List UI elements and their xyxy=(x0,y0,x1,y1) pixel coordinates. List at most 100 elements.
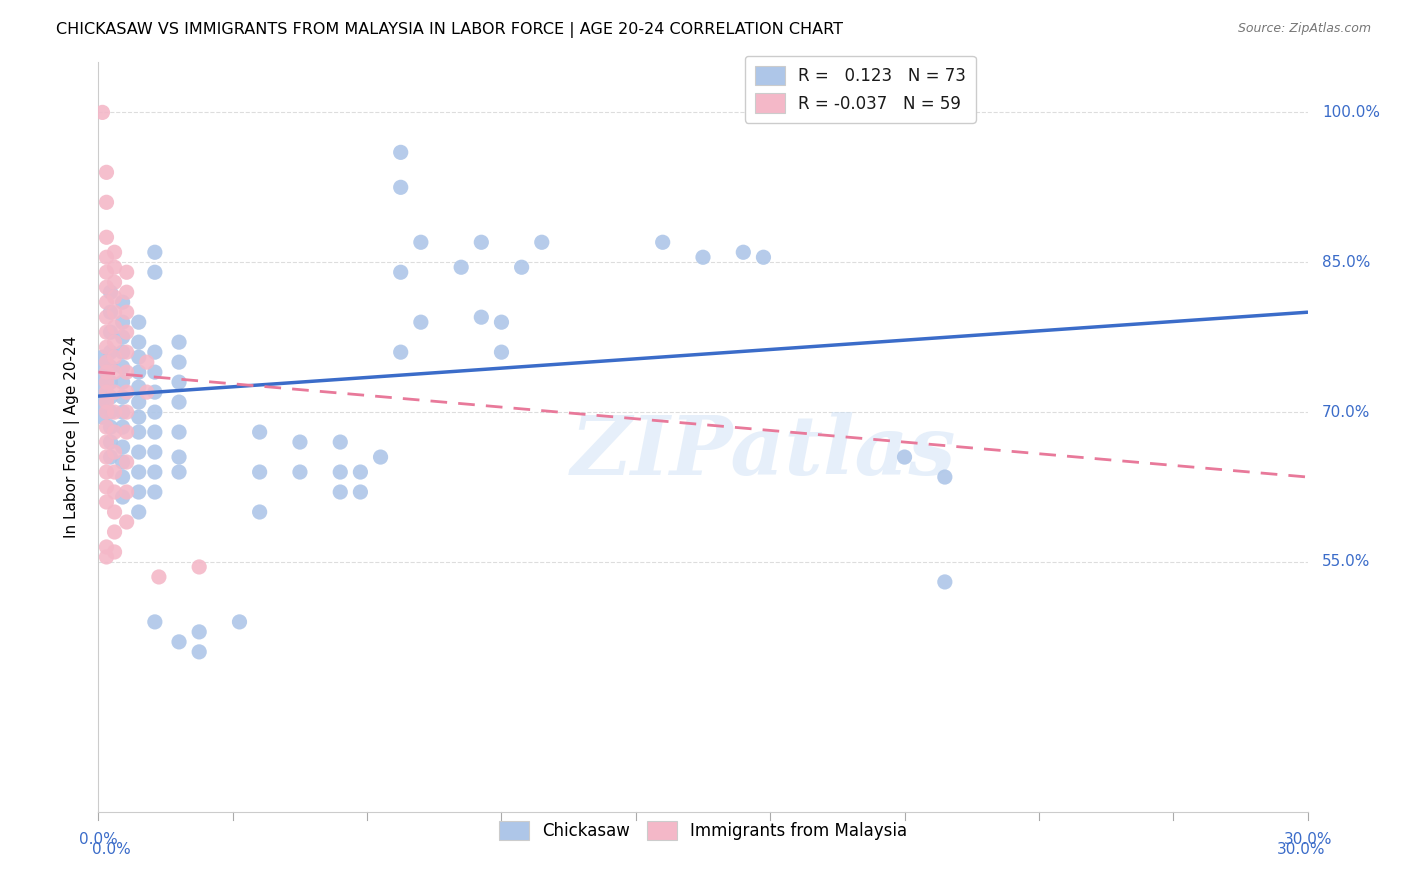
Point xyxy=(167,355,190,369)
Point xyxy=(115,325,138,339)
Legend: Chickasaw, Immigrants from Malaysia: Chickasaw, Immigrants from Malaysia xyxy=(491,813,915,848)
Point xyxy=(893,450,915,464)
Point xyxy=(115,405,138,419)
Point xyxy=(128,410,150,425)
Point xyxy=(111,360,134,375)
Point xyxy=(143,445,166,459)
Point xyxy=(167,395,190,409)
Point xyxy=(389,145,412,160)
Point xyxy=(143,365,166,379)
Point xyxy=(103,385,125,400)
Point xyxy=(329,485,352,500)
Point xyxy=(128,505,150,519)
Point xyxy=(249,505,271,519)
Text: 0.0%: 0.0% xyxy=(79,831,118,847)
Point xyxy=(103,320,125,334)
Point xyxy=(288,465,311,479)
Point xyxy=(128,425,150,439)
Point xyxy=(96,195,118,210)
Point xyxy=(143,485,166,500)
Point xyxy=(96,450,118,464)
Point xyxy=(128,315,150,329)
Text: 100.0%: 100.0% xyxy=(1322,105,1381,120)
Point xyxy=(103,465,125,479)
Text: 30.0%: 30.0% xyxy=(1277,842,1326,856)
Point xyxy=(470,310,492,325)
Point xyxy=(96,420,118,434)
Point xyxy=(389,345,412,359)
Point xyxy=(115,485,138,500)
Point xyxy=(96,549,118,564)
Point xyxy=(103,335,125,350)
Point xyxy=(111,375,134,389)
Text: Source: ZipAtlas.com: Source: ZipAtlas.com xyxy=(1237,22,1371,36)
Point xyxy=(96,265,118,279)
Point xyxy=(510,260,533,275)
Point xyxy=(128,445,150,459)
Point xyxy=(100,305,122,319)
Point xyxy=(128,365,150,379)
Point xyxy=(100,285,122,300)
Point xyxy=(491,345,513,359)
Point xyxy=(188,645,211,659)
Y-axis label: In Labor Force | Age 20-24: In Labor Force | Age 20-24 xyxy=(63,336,80,538)
Point xyxy=(934,574,956,589)
Point xyxy=(111,420,134,434)
Point xyxy=(135,355,157,369)
Point xyxy=(100,360,122,375)
Point xyxy=(329,435,352,450)
Point xyxy=(103,405,125,419)
Point xyxy=(96,385,118,400)
Point xyxy=(143,245,166,260)
Point xyxy=(91,105,114,120)
Point xyxy=(103,445,125,459)
Point xyxy=(135,385,157,400)
Point xyxy=(752,250,775,264)
Point xyxy=(128,380,150,394)
Point xyxy=(111,405,134,419)
Point xyxy=(143,425,166,439)
Point xyxy=(128,485,150,500)
Point xyxy=(692,250,714,264)
Point xyxy=(115,515,138,529)
Point xyxy=(228,615,250,629)
Point xyxy=(96,465,118,479)
Point xyxy=(103,505,125,519)
Point xyxy=(288,435,311,450)
Point xyxy=(100,325,122,339)
Point xyxy=(167,375,190,389)
Point xyxy=(91,370,114,384)
Point xyxy=(167,465,190,479)
Point xyxy=(103,290,125,304)
Point xyxy=(103,350,125,364)
Point xyxy=(530,235,553,250)
Point xyxy=(143,465,166,479)
Point xyxy=(128,465,150,479)
Point xyxy=(96,340,118,354)
Point xyxy=(111,345,134,359)
Point xyxy=(651,235,673,250)
Point xyxy=(115,455,138,469)
Point xyxy=(115,345,138,359)
Point xyxy=(96,230,118,244)
Point xyxy=(167,335,190,350)
Point xyxy=(111,295,134,310)
Point xyxy=(96,165,118,179)
Point xyxy=(115,425,138,439)
Point xyxy=(148,570,170,584)
Point xyxy=(733,245,755,260)
Point xyxy=(111,440,134,454)
Point xyxy=(249,465,271,479)
Point xyxy=(370,450,392,464)
Point xyxy=(96,280,118,294)
Point xyxy=(96,405,118,419)
Point xyxy=(128,395,150,409)
Text: ZIPatlas: ZIPatlas xyxy=(571,412,956,492)
Point xyxy=(96,375,118,389)
Point xyxy=(349,465,371,479)
Point xyxy=(409,315,432,329)
Point xyxy=(167,635,190,649)
Point xyxy=(100,405,122,419)
Point xyxy=(450,260,472,275)
Point xyxy=(128,350,150,364)
